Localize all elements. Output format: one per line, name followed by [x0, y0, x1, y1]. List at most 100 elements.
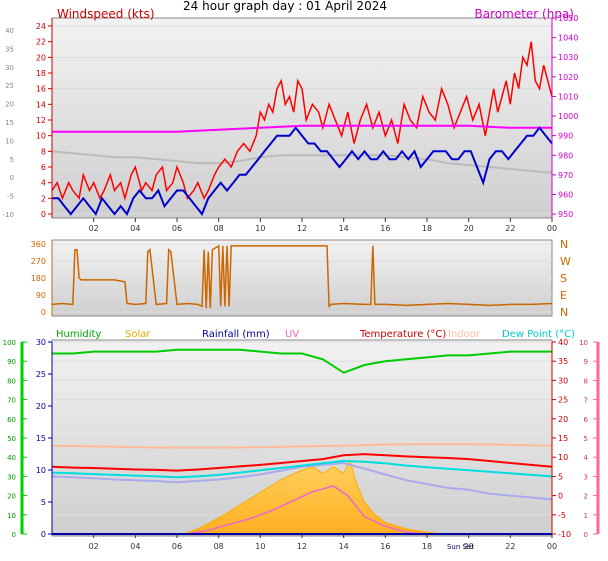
tick-label-x: 16	[380, 224, 390, 233]
tick-label-barometer: 1020	[558, 73, 578, 82]
series-uv	[187, 485, 428, 535]
tick-label-humidity: 60	[7, 416, 16, 424]
tick-label-humidity: 100	[3, 339, 16, 347]
tick-label-x: 08	[214, 224, 224, 233]
tick-label-uv: 0	[584, 531, 588, 539]
tick-label-humidity: 30	[7, 473, 16, 481]
tick-label-temperature: 25	[558, 396, 568, 405]
series-barometer	[52, 124, 552, 133]
tick-label-barometer: 1010	[558, 92, 578, 101]
tick-label-uv: 1	[584, 512, 588, 520]
tick-label-windspeed: 8	[41, 147, 46, 156]
tick-label-direction: 0	[41, 308, 46, 317]
legend-item: Rainfall (mm)	[202, 329, 270, 340]
tick-label-barometer: 960	[558, 190, 573, 199]
tick-label-x: 22	[505, 542, 515, 551]
temperature-panel-series	[51, 348, 553, 535]
tick-label-uv: 4	[584, 454, 589, 462]
tick-label-direction: 270	[31, 257, 46, 266]
tick-label-temperature: 5	[558, 472, 563, 481]
direction-panel-grid	[52, 243, 552, 313]
tick-label-windspeed: 0	[41, 210, 46, 219]
tick-label-temperature: 0	[558, 492, 563, 501]
temperature-panel-legend: Humidity Solar Rainfall (mm) UV Temperature …	[56, 329, 575, 340]
series-wind-gust	[51, 41, 553, 202]
tick-label-x: 00	[547, 542, 557, 551]
series-wind-direction	[51, 244, 553, 309]
tick-label-humidity: 10	[7, 512, 16, 520]
series-humidity	[52, 348, 552, 374]
tick-label-rainfall: 15	[36, 434, 46, 443]
tick-label-outer: -10	[3, 211, 14, 219]
tick-label-x: 16	[380, 542, 390, 551]
tick-label-rainfall: 5	[41, 498, 46, 507]
tick-label-outer: 20	[5, 101, 14, 109]
tick-label-rainfall: 25	[36, 370, 46, 379]
legend-item: Dew Point (°C)	[502, 329, 575, 340]
tick-label-rainfall: 0	[41, 530, 46, 539]
tick-label-x: 06	[172, 542, 182, 551]
tick-label-uv: 8	[584, 377, 588, 385]
tick-label-windspeed: 6	[41, 163, 46, 172]
tick-label-x: 12	[297, 542, 307, 551]
tick-label-direction: 360	[31, 240, 46, 249]
tick-label-rainfall: 20	[36, 402, 46, 411]
series-dewpoint	[51, 459, 553, 479]
tick-label-x: 14	[339, 542, 349, 551]
wind-panel-series	[51, 41, 553, 216]
tick-label-x: 04	[130, 542, 140, 551]
tick-label-barometer: 970	[558, 171, 573, 180]
tick-label-x: 22	[505, 224, 515, 233]
tick-label-windspeed: 24	[36, 22, 46, 31]
tick-label-x: 12	[297, 224, 307, 233]
tick-label-uv: 7	[584, 397, 588, 405]
tick-label-outer: 15	[5, 119, 14, 127]
tick-label-windspeed: 18	[36, 69, 46, 78]
tick-label-outer: -5	[7, 193, 14, 201]
series-temperature	[51, 453, 553, 472]
tick-label-uv: 6	[584, 416, 589, 424]
tick-label-uv: 9	[584, 358, 588, 366]
tick-label-temperature: 15	[558, 434, 568, 443]
tick-label-uv: 2	[584, 493, 588, 501]
tick-label-x: 04	[130, 224, 140, 233]
compass-label: S	[560, 272, 567, 285]
tick-label-barometer: 980	[558, 151, 573, 160]
tick-label-outer: 10	[5, 137, 14, 145]
tick-label-windspeed: 2	[41, 194, 46, 203]
tick-label-x: 02	[89, 542, 99, 551]
tick-label-uv: 10	[579, 339, 588, 347]
sunset-label: Sun Set	[447, 543, 474, 551]
legend-item: Solar	[125, 329, 151, 340]
series-pressure-trend	[51, 150, 553, 174]
tick-label-x: 18	[422, 542, 432, 551]
compass-label: N	[560, 306, 568, 319]
tick-label-outer: 0	[10, 174, 14, 182]
tick-label-windspeed: 14	[36, 100, 46, 109]
tick-label-humidity: 40	[7, 454, 16, 462]
tick-label-windspeed: 4	[41, 179, 46, 188]
tick-label-barometer: 1000	[558, 112, 578, 121]
series-wind-average	[52, 126, 553, 216]
tick-label-uv: 3	[584, 473, 588, 481]
tick-label-humidity: 80	[7, 377, 16, 385]
tick-label-x: 20	[464, 224, 474, 233]
tick-label-x: 18	[422, 224, 432, 233]
tick-label-rainfall: 30	[36, 338, 46, 347]
tick-label-x: 20	[464, 542, 474, 551]
tick-label-barometer: 1040	[558, 34, 578, 43]
tick-label-x: 10	[255, 542, 265, 551]
tick-label-barometer: 1030	[558, 53, 578, 62]
tick-label-temperature: -5	[558, 511, 566, 520]
tick-label-barometer: 990	[558, 132, 573, 141]
wind-panel-background	[51, 17, 553, 219]
tick-label-windspeed: 16	[36, 85, 46, 94]
tick-label-direction: 90	[36, 291, 46, 300]
tick-label-temperature: 35	[558, 357, 568, 366]
tick-label-humidity: 70	[7, 397, 16, 405]
tick-label-direction: 180	[31, 274, 46, 283]
tick-label-humidity: 50	[7, 435, 16, 443]
windspeed-axis-title: Windspeed (kts)	[57, 7, 155, 21]
